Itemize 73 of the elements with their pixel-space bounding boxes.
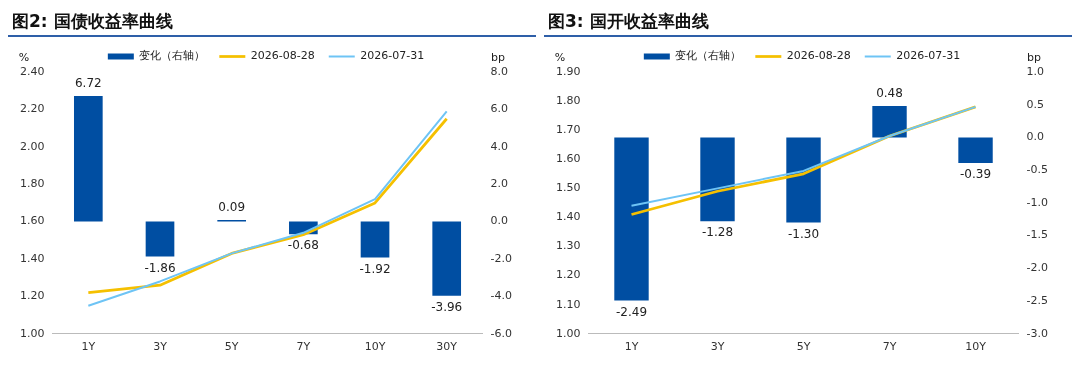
x-tick-label: 5Y	[224, 340, 239, 354]
y-tick-label: 2.00	[19, 139, 45, 153]
y2-tick-label: -2.5	[1026, 293, 1049, 307]
y-tick-label: 2.20	[19, 102, 45, 116]
x-tick-label: 10Y	[965, 340, 987, 354]
y2-tick-label: 4.0	[490, 139, 509, 153]
data-label: 0.48	[876, 86, 903, 101]
y2-tick-label: 1.0	[1026, 64, 1045, 78]
bar	[432, 221, 462, 296]
y-tick-label: 1.40	[19, 251, 45, 265]
y2-tick-label: 8.0	[490, 64, 509, 78]
x-tick-label: 10Y	[364, 340, 386, 354]
legend-label: 变化（右轴）	[139, 49, 206, 63]
data-label: -3.96	[431, 299, 463, 314]
y-tick-label: 1.00	[555, 326, 581, 340]
y-tick-label: 1.20	[555, 268, 581, 282]
y-tick-label: 1.80	[555, 93, 581, 107]
y2-axis-title: bp	[1027, 51, 1041, 65]
data-label: 0.09	[218, 200, 246, 215]
data-label: -0.68	[287, 238, 319, 253]
y-tick-label: 1.80	[19, 177, 45, 191]
y-tick-label: 1.40	[555, 210, 581, 224]
x-tick-label: 30Y	[436, 340, 458, 354]
data-label: -1.92	[359, 261, 391, 276]
bar	[73, 95, 103, 222]
y-tick-label: 1.90	[555, 64, 581, 78]
x-tick-label: 7Y	[296, 340, 311, 354]
legend-label: 2026-08-28	[786, 49, 851, 63]
data-label: -0.39	[960, 167, 992, 182]
legend-label: 2026-08-28	[250, 49, 315, 63]
y2-tick-label: 2.0	[490, 177, 509, 191]
bar	[145, 221, 175, 257]
y2-tick-label: -2.0	[490, 251, 513, 265]
x-tick-label: 7Y	[882, 340, 897, 354]
y-tick-label: 1.20	[19, 289, 45, 303]
chart-title: 图3: 国开收益率曲线	[544, 8, 1072, 37]
legend-label: 2026-07-31	[360, 49, 425, 63]
y-tick-label: 2.40	[19, 64, 45, 78]
data-label: -2.49	[615, 304, 648, 319]
y2-tick-label: -1.0	[1026, 195, 1049, 209]
y2-axis-title: bp	[491, 51, 505, 65]
x-tick-label: 3Y	[710, 340, 725, 354]
y2-tick-label: -3.0	[1026, 326, 1049, 340]
x-tick-label: 1Y	[624, 340, 639, 354]
legend-label: 2026-07-31	[896, 49, 961, 63]
data-label: 6.72	[74, 76, 102, 91]
chart-title: 图2: 国债收益率曲线	[8, 8, 536, 37]
y2-tick-label: 0.0	[1026, 130, 1045, 144]
legend-label: 变化（右轴）	[675, 49, 742, 63]
data-label: -1.86	[144, 260, 176, 275]
y2-tick-label: -2.0	[1026, 261, 1049, 275]
y2-tick-label: -4.0	[490, 289, 513, 303]
x-tick-label: 5Y	[796, 340, 811, 354]
y-tick-label: 1.60	[19, 214, 45, 228]
y-tick-label: 1.60	[555, 152, 581, 166]
y-axis-title: %	[554, 51, 566, 65]
y-tick-label: 1.10	[555, 297, 581, 311]
y-tick-label: 1.30	[555, 239, 581, 253]
y2-tick-label: 6.0	[490, 102, 509, 116]
y-axis-title: %	[18, 51, 30, 65]
x-tick-label: 1Y	[81, 340, 96, 354]
y2-tick-label: 0.5	[1026, 97, 1045, 111]
y-tick-label: 1.00	[19, 326, 45, 340]
data-label: -1.28	[701, 225, 734, 240]
y2-tick-label: -6.0	[490, 326, 513, 340]
y-tick-label: 1.70	[555, 123, 581, 137]
x-tick-label: 3Y	[153, 340, 168, 354]
y-tick-label: 1.50	[555, 181, 581, 195]
bar	[360, 221, 390, 258]
y2-tick-label: -0.5	[1026, 163, 1049, 177]
y2-tick-label: 0.0	[490, 214, 509, 228]
y2-tick-label: -1.5	[1026, 228, 1049, 242]
data-label: -1.30	[787, 226, 820, 241]
